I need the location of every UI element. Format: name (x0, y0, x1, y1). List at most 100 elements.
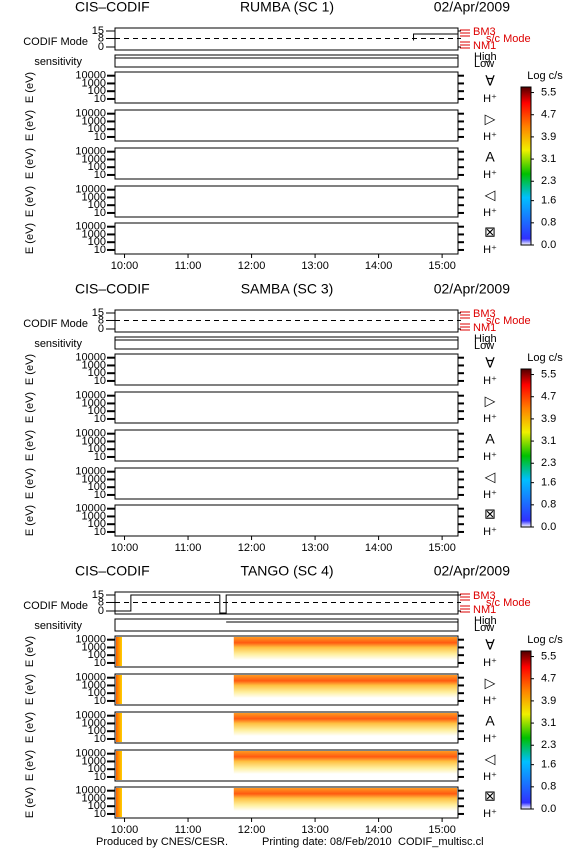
mode-level: NM1 (473, 604, 496, 616)
y-tick-label: 100 (88, 236, 106, 248)
x-tick-label: 15:00 (428, 824, 456, 836)
x-tick-label: 15:00 (428, 260, 456, 272)
colorbar (520, 650, 532, 810)
colorbar (520, 368, 532, 528)
x-tick-label: 10:00 (111, 824, 139, 836)
species-ion: H⁺ (483, 771, 497, 783)
spectrogram-fill (116, 637, 122, 666)
species-ion: H⁺ (483, 451, 497, 463)
mode-label: CODIF Mode (23, 600, 88, 612)
title: RUMBA (SC 1) (240, 0, 334, 15)
y-tick-label: 10 (94, 244, 106, 256)
y-tick-label: 1000 (82, 228, 106, 240)
species-symbol: ▷ (485, 675, 496, 691)
colorbar-title: Log c/s (527, 634, 563, 646)
colorbar-tick-label: 3.1 (541, 435, 556, 447)
mode-axis-label: s/c Mode (486, 33, 531, 45)
spectrogram-panel (114, 504, 459, 537)
species-symbol: ∀ (485, 355, 495, 371)
y-tick-label: 100 (88, 481, 106, 493)
date: 02/Apr/2009 (434, 0, 510, 15)
species-ion: H⁺ (483, 808, 497, 820)
mode-axis-label: s/c Mode (486, 597, 531, 609)
colorbar-tick-label: 4.7 (541, 391, 556, 403)
species-symbol: ⊠ (484, 506, 496, 522)
colorbar-tick-label: 0.0 (541, 239, 556, 251)
y-tick-label: 10 (94, 526, 106, 538)
colorbar-tick-label: 3.1 (541, 717, 556, 729)
y-axis-label: E (eV) (24, 712, 36, 743)
mode-level: BM3 (473, 308, 496, 320)
y-tick-label: 1000 (82, 153, 106, 165)
species-symbol: ⊠ (484, 788, 496, 804)
y-tick-label: 10000 (75, 748, 106, 760)
spectrogram-fill (233, 788, 457, 811)
y-axis-label: E (eV) (24, 186, 36, 217)
sensitivity-label: sensitivity (34, 338, 82, 350)
y-axis-label: E (eV) (24, 430, 36, 461)
species-symbol: ⊠ (484, 224, 496, 240)
spectrogram-fill (233, 713, 457, 736)
spectrogram-panel (114, 391, 459, 424)
species-symbol: A (485, 431, 495, 447)
x-tick-label: 11:00 (175, 824, 202, 836)
species-ion: H⁺ (483, 131, 497, 143)
sensitivity-level: Low (474, 58, 494, 70)
y-tick-label: 10 (94, 169, 106, 181)
y-axis-label: E (eV) (24, 72, 36, 103)
x-tick-label: 12:00 (238, 824, 266, 836)
date: 02/Apr/2009 (434, 563, 510, 579)
y-tick-label: 100 (88, 763, 106, 775)
species-symbol: A (485, 713, 495, 729)
colorbar-tick-label: 3.9 (541, 413, 556, 425)
spectrogram-panel (114, 711, 459, 744)
y-tick-label: 10000 (75, 466, 106, 478)
y-tick-label: 10000 (75, 503, 106, 515)
y-tick-label: 10000 (75, 390, 106, 402)
species-ion: H⁺ (483, 169, 497, 181)
instrument: CIS–CODIF (75, 0, 150, 15)
y-tick-label: 10 (94, 771, 106, 783)
spectrogram-panel (114, 222, 459, 255)
y-tick-label: 100 (88, 123, 106, 135)
sensitivity-label: sensitivity (34, 56, 82, 68)
title: TANGO (SC 4) (240, 563, 333, 579)
species-ion: H⁺ (483, 207, 497, 219)
mode-tick-label: 15 (92, 589, 104, 601)
species-ion: H⁺ (483, 93, 497, 105)
species-ion: H⁺ (483, 413, 497, 425)
y-tick-label: 100 (88, 367, 106, 379)
mode-panel (114, 309, 459, 333)
mode-tick-label: 15 (92, 25, 104, 37)
y-tick-label: 10000 (75, 108, 106, 120)
species-ion: H⁺ (483, 695, 497, 707)
footer-file: CODIF_multisc.cl (398, 836, 484, 848)
species-ion: H⁺ (483, 526, 497, 538)
spectrogram-panel (114, 147, 459, 180)
y-tick-label: 1000 (82, 397, 106, 409)
spectrogram-panel (114, 109, 459, 142)
spectrogram-panel (114, 353, 459, 386)
y-axis-label: E (eV) (24, 148, 36, 179)
species-ion: H⁺ (483, 244, 497, 256)
colorbar-tick-label: 5.5 (541, 86, 556, 98)
spectrogram-fill (116, 675, 122, 704)
y-tick-label: 1000 (82, 115, 106, 127)
x-tick-label: 13:00 (301, 542, 329, 554)
y-tick-label: 10 (94, 808, 106, 820)
sensitivity-label: sensitivity (34, 620, 82, 632)
x-tick-label: 12:00 (238, 542, 266, 554)
mode-level: BM3 (473, 590, 496, 602)
species-symbol: ◁ (485, 469, 496, 485)
colorbar-tick-label: 0.0 (541, 803, 556, 815)
sensitivity-level: High (474, 333, 497, 345)
species-symbol: ◁ (485, 187, 496, 203)
y-tick-label: 1000 (82, 755, 106, 767)
mode-tick-label: 8 (98, 596, 104, 608)
y-tick-label: 10000 (75, 221, 106, 233)
mode-trace (115, 594, 458, 614)
colorbar-tick-label: 2.3 (541, 739, 556, 751)
instrument: CIS–CODIF (75, 563, 150, 579)
x-tick-label: 13:00 (301, 824, 329, 836)
